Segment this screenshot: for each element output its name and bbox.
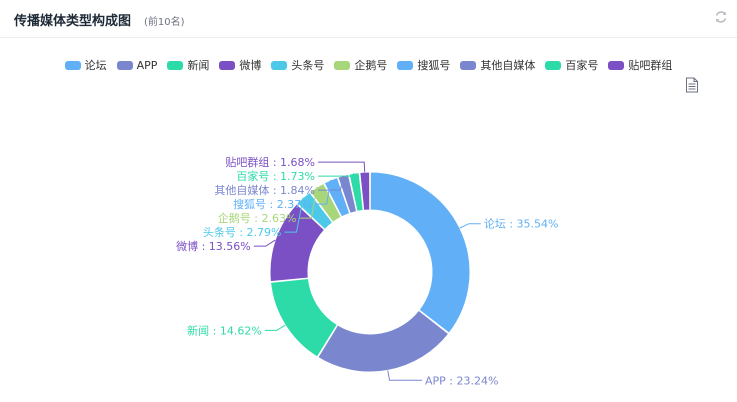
legend-swatch [608,60,625,70]
label-leader-line [314,179,332,205]
slice-label: 贴吧群组 : 1.68% [225,155,315,169]
chart-subtitle: (前10名) [144,17,185,28]
legend-item[interactable]: 新闻 [167,57,209,73]
legend-swatch [167,60,184,70]
legend-item[interactable]: APP [116,58,158,72]
legend-item[interactable]: 其他自媒体 [460,57,535,73]
slice-label: 头条号 : 2.79% [203,225,282,239]
legend-label: 论坛 [84,59,107,72]
legend-label: APP [136,58,158,72]
legend-swatch [271,60,288,70]
slice-label: APP : 23.24% [425,374,498,387]
legend-item[interactable]: 搜狐号 [397,57,450,73]
legend-swatch [219,60,236,70]
chart-title: 传播媒体类型构成图 [14,14,132,29]
donut-slice[interactable] [369,171,471,334]
slice-label: 百家号 : 1.73% [236,169,315,183]
chart-header: 传播媒体类型构成图 (前10名) [0,0,737,38]
label-leader-line [318,161,366,173]
legend-swatch [64,60,81,70]
label-leader-line [318,173,355,177]
legend-swatch [334,60,351,70]
label-leader-line [264,324,286,331]
chart-legend: 论坛 APP 新闻 微博 头条号 企鹅号 搜狐号 其他自媒体 百家号 贴吧群组 [0,57,737,73]
legend-item[interactable]: 头条号 [271,57,324,73]
donut-slice[interactable] [269,277,338,358]
legend-label: 微博 [239,59,262,72]
slice-label: 微博 : 13.56% [176,239,251,253]
legend-label: 搜狐号 [417,59,451,72]
label-leader-line [284,197,304,233]
legend-label: 企鹅号 [354,59,388,72]
legend-label: 贴吧群组 [628,59,673,72]
legend-label: 百家号 [565,59,599,72]
legend-item[interactable]: 贴吧群组 [608,57,672,73]
slice-label: 企鹅号 : 2.63% [218,211,297,225]
label-leader-line [299,187,318,219]
legend-swatch [460,60,477,70]
refresh-icon[interactable] [713,9,729,25]
donut-slice[interactable] [359,171,371,211]
legend-item[interactable]: 企鹅号 [334,57,387,73]
slice-label: 新闻 : 14.62% [187,323,262,337]
legend-swatch [116,60,133,70]
legend-swatch [397,60,414,70]
legend-item[interactable]: 论坛 [64,57,107,73]
label-leader-line [459,223,481,229]
document-icon[interactable] [685,77,699,93]
legend-label: 新闻 [187,59,210,72]
legend-item[interactable]: 微博 [219,57,261,73]
legend-item[interactable]: 百家号 [545,57,598,73]
donut-slice[interactable] [269,203,326,283]
legend-label: 头条号 [291,59,325,72]
label-leader-line [318,175,344,191]
legend-label: 其他自媒体 [480,59,536,72]
label-leader-line [387,370,422,381]
donut-slice[interactable] [317,309,450,373]
slice-label: 其他自媒体 : 1.84% [214,183,315,197]
slice-label: 论坛 : 35.54% [484,217,559,231]
legend-swatch [545,60,562,70]
slice-label: 搜狐号 : 2.37% [233,197,312,211]
label-leader-line [253,239,276,247]
